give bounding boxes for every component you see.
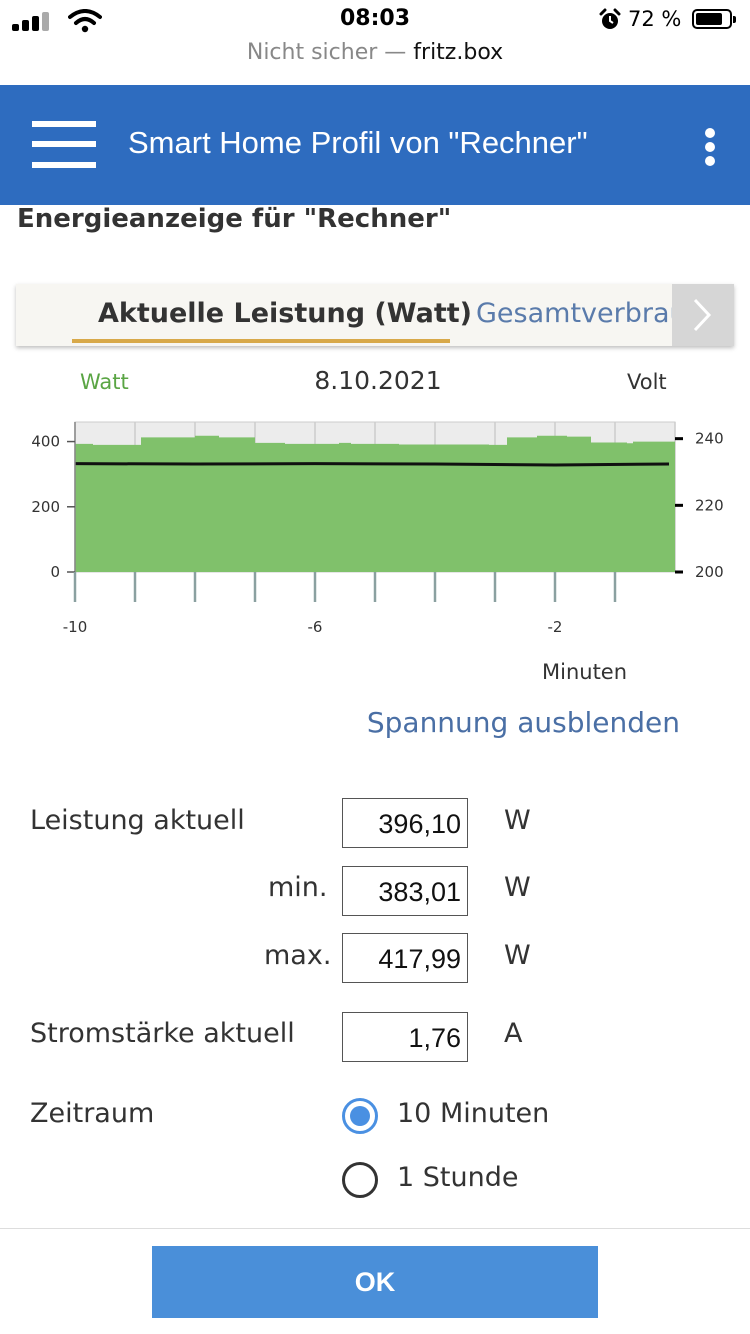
chart-y-tick-label: 0: [50, 563, 60, 581]
chart-left-unit: Watt: [80, 370, 129, 394]
battery-percentage: 72 %: [628, 7, 682, 31]
battery-icon: [692, 9, 736, 29]
menu-icon[interactable]: [32, 121, 96, 169]
chart-x-tick-label: -10: [63, 618, 88, 636]
url-host: fritz.box: [413, 40, 504, 65]
x-axis-unit: Minuten: [542, 660, 628, 684]
footer-divider: [0, 1228, 750, 1229]
min-value-field: 383,01: [342, 866, 468, 916]
tab-scroll-next-button[interactable]: [672, 284, 734, 346]
chart-x-tick-label: -6: [308, 618, 323, 636]
series-volt-line: [74, 462, 670, 467]
energy-heading: Energieanzeige für "Rechner": [17, 204, 452, 234]
clock: 08:03: [339, 6, 411, 31]
timeframe-label: Zeitraum: [30, 1098, 155, 1129]
hide-voltage-link[interactable]: Spannung ausblenden: [366, 706, 680, 739]
chart-date: 8.10.2021: [314, 366, 442, 395]
current-unit: A: [504, 1018, 523, 1049]
min-label: min.: [268, 872, 328, 903]
max-unit: W: [504, 940, 531, 971]
chart-y-tick-label: 200: [31, 498, 60, 516]
more-options-icon[interactable]: [703, 128, 717, 168]
wifi-icon: [68, 9, 102, 33]
chevron-right-icon: [693, 298, 712, 332]
max-value-field: 417,99: [342, 933, 468, 983]
min-unit: W: [504, 872, 531, 903]
current-value-field: 1,76: [342, 1012, 468, 1062]
tab-current-power[interactable]: Aktuelle Leistung (Watt): [98, 298, 472, 329]
power-value-field: 396,10: [342, 798, 468, 848]
radio-10-minutes-label[interactable]: 10 Minuten: [397, 1098, 550, 1129]
tab-bar: Aktuelle Leistung (Watt) Gesamtverbrau: [16, 284, 734, 346]
power-chart: 0 200 400 200 220 240 -10 -6 -2: [31, 421, 724, 636]
series-watt-area: [75, 435, 675, 572]
status-bar: 08:03 72 %: [0, 0, 750, 42]
radio-10-minutes[interactable]: [342, 1098, 378, 1134]
app-header: Smart Home Profil von "Rechner": [0, 85, 750, 205]
chart-y2-tick-label: 200: [695, 563, 724, 581]
cellular-signal-icon: [12, 11, 50, 31]
radio-1-hour-label[interactable]: 1 Stunde: [397, 1162, 519, 1193]
chart-y2-tick-label: 220: [695, 496, 724, 514]
page-title: Smart Home Profil von "Rechner": [128, 125, 588, 160]
current-label: Stromstärke aktuell: [30, 1018, 295, 1049]
chart-y2-tick-label: 240: [695, 430, 724, 448]
chart-y-tick-label: 400: [31, 433, 60, 451]
power-unit: W: [504, 805, 531, 836]
active-tab-indicator: [72, 339, 450, 343]
alarm-icon: [599, 8, 621, 29]
chart-x-tick-label: -2: [548, 618, 563, 636]
ok-button[interactable]: OK: [152, 1246, 598, 1318]
radio-1-hour[interactable]: [342, 1162, 378, 1198]
tab-total-consumption[interactable]: Gesamtverbrau: [476, 298, 687, 329]
url-bar[interactable]: Nicht sicher — fritz.box: [0, 40, 750, 65]
chart-right-unit: Volt: [627, 370, 667, 394]
max-label: max.: [264, 940, 332, 971]
insecure-label: Nicht sicher —: [246, 40, 407, 65]
power-label: Leistung aktuell: [30, 805, 245, 836]
